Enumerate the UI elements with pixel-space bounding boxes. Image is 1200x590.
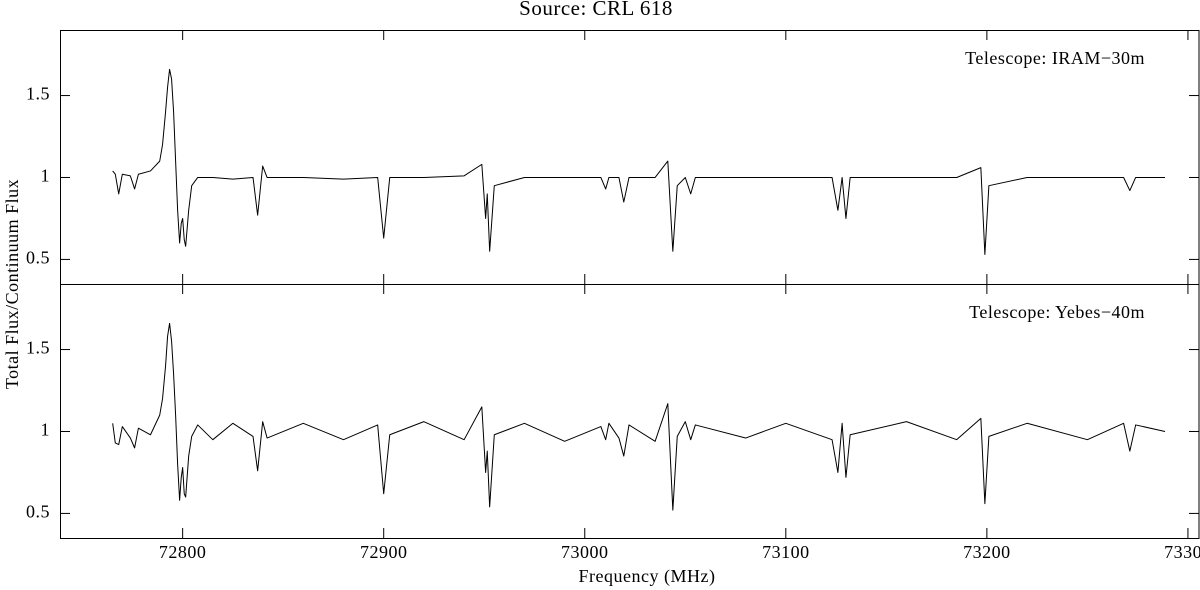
y-tick-label: 1.5 [26, 84, 50, 104]
spectrum-line [112, 68, 1166, 255]
y-tick-label: 0.5 [26, 248, 50, 268]
panel-frame [60, 30, 1200, 285]
x-tick-label: 72900 [360, 542, 408, 562]
y-tick-label: 1 [41, 166, 51, 186]
x-tick-label: 73100 [762, 542, 810, 562]
panel-annotation: Telescope: Yebes−40m [969, 302, 1145, 322]
y-tick-label: 1.5 [26, 338, 50, 358]
x-tick-label: 73200 [963, 542, 1011, 562]
x-axis-label: Frequency (MHz) [579, 566, 716, 587]
x-tick-label: 73300 [1164, 542, 1200, 562]
y-axis-label: Total Flux/Continuum Flux [2, 179, 22, 389]
chart-title: Source: CRL 618 [519, 0, 673, 20]
y-tick-label: 0.5 [26, 502, 50, 522]
spectrum-line [112, 322, 1166, 511]
panel-annotation: Telescope: IRAM−30m [965, 48, 1145, 68]
y-tick-label: 1 [41, 420, 51, 440]
panel-frame [60, 284, 1200, 539]
x-tick-label: 72800 [159, 542, 207, 562]
x-tick-label: 73000 [561, 542, 609, 562]
